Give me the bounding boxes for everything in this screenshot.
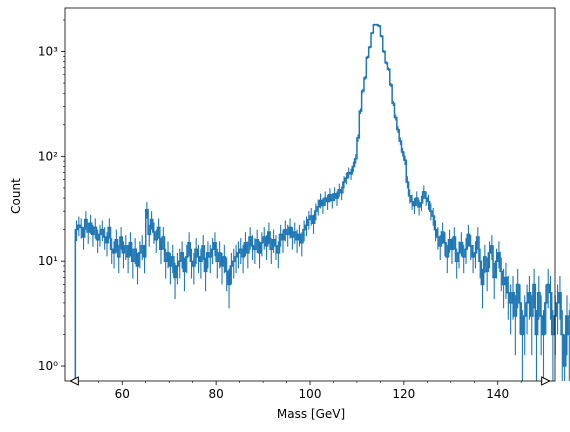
x-tick-label: 120 [392, 387, 415, 401]
y-tick-label: 10³ [38, 45, 58, 59]
y-tick-label: 10¹ [38, 254, 58, 268]
histogram-series [74, 23, 570, 381]
y-tick-label: 10² [38, 149, 58, 163]
x-axis-label: Mass [GeV] [277, 407, 345, 421]
axes: 60 80 100 120 140 10⁰ 10¹ 10² 10³ [38, 7, 556, 401]
histogram-step-line [74, 23, 570, 381]
x-tick-label: 60 [115, 387, 130, 401]
y-axis-label: Count [9, 178, 23, 214]
underflow-marker [69, 376, 79, 386]
overflow-marker [541, 376, 551, 386]
x-tick-label: 140 [486, 387, 509, 401]
x-tick-label: 100 [299, 387, 322, 401]
x-tick-label: 80 [208, 387, 223, 401]
y-tick-label: 10⁰ [38, 359, 58, 373]
